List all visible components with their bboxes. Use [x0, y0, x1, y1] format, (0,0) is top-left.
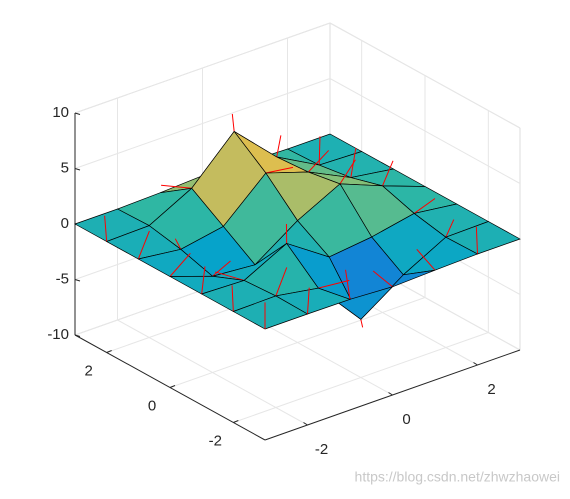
surface-normal — [361, 319, 363, 327]
tick-mark — [75, 169, 80, 171]
tick-mark — [304, 423, 308, 426]
surface-normal — [232, 114, 234, 132]
z-tick-label: 5 — [61, 159, 69, 176]
y-tick-label: 2 — [84, 362, 92, 379]
y-tick-label: -2 — [209, 432, 222, 449]
z-tick-label: 10 — [52, 104, 69, 121]
tick-mark — [75, 280, 80, 282]
tick-mark — [75, 113, 80, 115]
x-tick-label: 2 — [487, 381, 495, 398]
x-tick-label: 0 — [402, 411, 410, 428]
y-tick-label: 0 — [148, 397, 156, 414]
grid-line — [233, 333, 488, 423]
z-tick-label: 0 — [61, 215, 69, 232]
tick-mark — [474, 363, 478, 366]
z-tick-label: -5 — [56, 270, 69, 287]
tick-mark — [389, 393, 393, 396]
watermark: https://blog.csdn.net/zhwzhaowei — [355, 469, 560, 485]
x-tick-label: -2 — [315, 441, 328, 458]
z-tick-label: -10 — [47, 326, 69, 343]
